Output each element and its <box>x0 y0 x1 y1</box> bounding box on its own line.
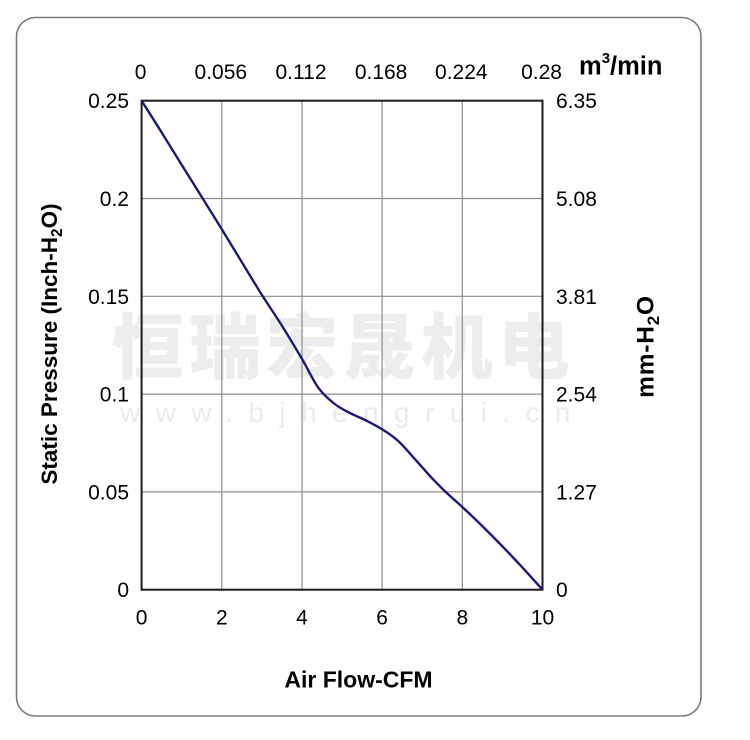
svg-text:1.27: 1.27 <box>556 481 597 504</box>
svg-text:3.81: 3.81 <box>556 286 597 309</box>
svg-text:0.25: 0.25 <box>88 90 129 113</box>
svg-text:8: 8 <box>456 607 468 630</box>
svg-text:mm-H2O: mm-H2O <box>633 295 664 398</box>
svg-text:2.54: 2.54 <box>556 384 597 407</box>
svg-text:0: 0 <box>117 579 129 602</box>
svg-text:www.bjhengrui.cn: www.bjhengrui.cn <box>119 397 586 428</box>
svg-text:10: 10 <box>531 607 554 630</box>
svg-text:4: 4 <box>296 607 308 630</box>
svg-text:0.2: 0.2 <box>100 188 129 211</box>
svg-text:0.1: 0.1 <box>100 384 129 407</box>
svg-text:5.08: 5.08 <box>556 188 597 211</box>
svg-text:6: 6 <box>376 607 388 630</box>
svg-text:0: 0 <box>135 61 147 84</box>
svg-text:m3/min: m3/min <box>579 50 662 81</box>
svg-text:0: 0 <box>136 607 148 630</box>
svg-text:0: 0 <box>556 579 568 602</box>
svg-text:0.112: 0.112 <box>276 61 327 84</box>
svg-text:0.05: 0.05 <box>88 481 129 504</box>
svg-text:Static Pressure (Inch-H2O): Static Pressure (Inch-H2O) <box>37 203 66 484</box>
svg-text:0.15: 0.15 <box>88 286 129 309</box>
svg-text:0.056: 0.056 <box>195 61 248 84</box>
svg-text:Air Flow-CFM: Air Flow-CFM <box>284 667 432 693</box>
svg-text:0.28: 0.28 <box>521 61 562 84</box>
svg-text:0.224: 0.224 <box>435 61 488 84</box>
svg-text:6.35: 6.35 <box>556 90 597 113</box>
svg-text:2: 2 <box>216 607 228 630</box>
svg-text:0.168: 0.168 <box>355 61 408 84</box>
